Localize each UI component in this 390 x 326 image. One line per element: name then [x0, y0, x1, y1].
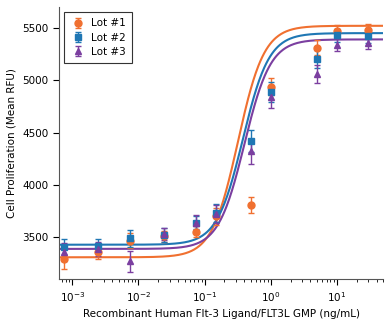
- Legend: Lot #1, Lot #2, Lot #3: Lot #1, Lot #2, Lot #3: [64, 12, 133, 63]
- Y-axis label: Cell Proliferation (Mean RFU): Cell Proliferation (Mean RFU): [7, 68, 17, 218]
- X-axis label: Recombinant Human Flt-3 Ligand/FLT3L GMP (ng/mL): Recombinant Human Flt-3 Ligand/FLT3L GMP…: [83, 309, 360, 319]
